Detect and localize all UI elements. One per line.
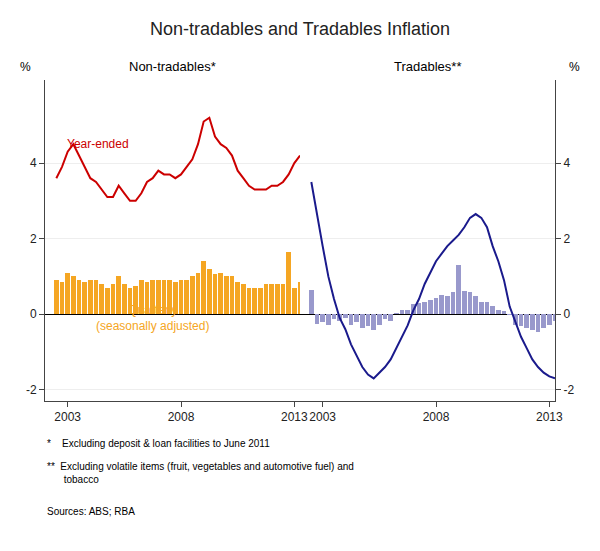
svg-text:2008: 2008 (168, 410, 195, 424)
svg-text:2013: 2013 (281, 410, 308, 424)
svg-text:-2: -2 (563, 383, 574, 397)
svg-text:Non-tradables and Tradables In: Non-tradables and Tradables Inflation (150, 19, 450, 39)
svg-text:2008: 2008 (423, 410, 450, 424)
svg-text:-2: -2 (26, 383, 37, 397)
svg-text:2013: 2013 (536, 410, 563, 424)
svg-text:2: 2 (30, 232, 37, 246)
svg-text:Tradables**: Tradables** (394, 59, 461, 74)
svg-text:0: 0 (563, 307, 570, 321)
svg-text:Non-tradables*: Non-tradables* (129, 59, 216, 74)
svg-text:2003: 2003 (54, 410, 81, 424)
svg-text:2: 2 (563, 232, 570, 246)
svg-text:0: 0 (30, 307, 37, 321)
svg-text:%: % (20, 60, 31, 74)
svg-text:** Excluding volatile items (: ** Excluding volatile items (fruit, vege… (47, 461, 354, 485)
svg-text:%: % (569, 60, 580, 74)
svg-text:* Excluding deposit & loan: * Excluding deposit & loan facilities to… (47, 438, 270, 449)
svg-text:4: 4 (563, 156, 570, 170)
svg-text:2003: 2003 (309, 410, 336, 424)
svg-text:Sources: ABS; RBA: Sources: ABS; RBA (47, 506, 135, 517)
svg-text:4: 4 (30, 156, 37, 170)
svg-text:Year-ended: Year-ended (67, 137, 129, 151)
svg-text:Quarterly(seasonally adjusted): Quarterly(seasonally adjusted) (96, 303, 209, 333)
